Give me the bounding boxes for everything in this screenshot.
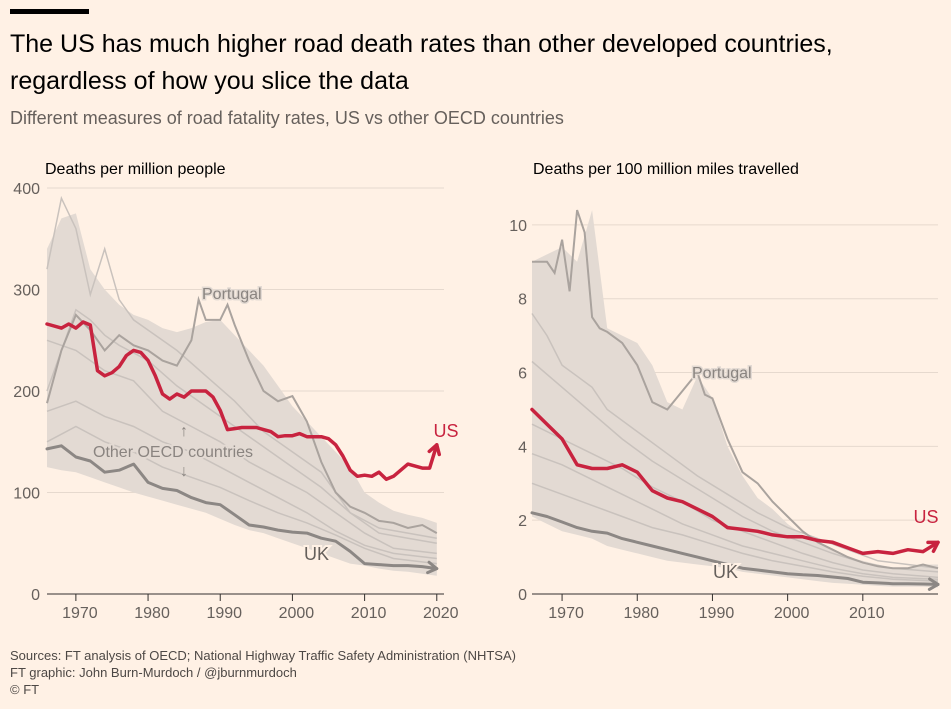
portugal-label: Portugal bbox=[202, 286, 262, 303]
y-tick-label: 4 bbox=[518, 439, 527, 456]
portugal-line bbox=[532, 209, 939, 570]
uk-line-arrowhead bbox=[426, 560, 439, 575]
portugal-label: Portugal bbox=[692, 365, 752, 382]
x-tick-label: 1990 bbox=[699, 605, 735, 622]
other-oecd-label: Other OECD countries bbox=[93, 444, 253, 461]
oecd-country-line bbox=[46, 308, 437, 545]
y-tick-label: 300 bbox=[13, 283, 40, 300]
y-tick-label: 200 bbox=[13, 384, 40, 401]
oecd-country-line bbox=[46, 400, 437, 560]
us-line bbox=[530, 407, 940, 556]
y-tick-label: 400 bbox=[13, 181, 40, 198]
us-label: US bbox=[433, 421, 458, 441]
panel-1: 0 100 200 300 400 1970 1980 1990 2000 2010 2020 Dea… bbox=[13, 161, 458, 622]
us-line-arrowhead bbox=[926, 540, 940, 553]
down-arrow-icon: ↓ bbox=[180, 463, 188, 480]
y-tick-label: 6 bbox=[518, 366, 527, 383]
y-tick-label: 0 bbox=[518, 587, 527, 604]
y-tick-label: 8 bbox=[518, 292, 527, 309]
graphic-credit: FT graphic: John Burn-Murdoch / @jburnmu… bbox=[10, 665, 297, 680]
ft-top-bar bbox=[10, 9, 89, 14]
uk-line-arrowhead bbox=[927, 577, 940, 591]
x-tick-label: 1980 bbox=[623, 605, 659, 622]
x-tick-label: 2000 bbox=[279, 605, 315, 622]
x-tick-label: 1980 bbox=[134, 605, 170, 622]
portugal-line bbox=[46, 295, 438, 534]
uk-label: UK bbox=[713, 562, 738, 582]
sources-note: Sources: FT analysis of OECD; National H… bbox=[10, 648, 516, 663]
us-line-arrowhead bbox=[427, 443, 442, 457]
oecd-range-band bbox=[47, 213, 437, 576]
uk-line bbox=[45, 444, 439, 571]
chart-title: The US has much higher road death rates … bbox=[10, 30, 833, 95]
y-tick-label: 2 bbox=[518, 513, 527, 530]
y-tick-label: 0 bbox=[31, 587, 40, 604]
oecd-country-line bbox=[46, 425, 437, 565]
x-tick-label: 1970 bbox=[548, 605, 584, 622]
panel-title: Deaths per 100 million miles travelled bbox=[533, 161, 799, 178]
x-tick-label: 2010 bbox=[351, 605, 387, 622]
panel-title: Deaths per million people bbox=[45, 161, 226, 178]
uk-label: UK bbox=[304, 544, 329, 564]
panel-2: 0 2 4 6 8 10 1970 1980 1990 2000 2010 Deaths per 10… bbox=[509, 161, 940, 622]
x-tick-label: 2010 bbox=[849, 605, 885, 622]
oecd-range-band bbox=[532, 210, 938, 588]
x-tick-label: 2000 bbox=[774, 605, 810, 622]
oecd-country-line bbox=[531, 482, 939, 582]
y-tick-label: 10 bbox=[509, 218, 527, 235]
copyright: © FT bbox=[10, 682, 40, 697]
y-tick-label: 100 bbox=[13, 486, 40, 503]
footer: Sources: FT analysis of OECD; National H… bbox=[10, 647, 516, 698]
up-arrow-icon: ↑ bbox=[180, 423, 188, 440]
chart-subtitle: Different measures of road fatality rate… bbox=[10, 108, 564, 128]
uk-line bbox=[530, 511, 940, 586]
x-tick-label: 1990 bbox=[206, 605, 242, 622]
us-label: US bbox=[913, 507, 938, 527]
x-tick-label: 1970 bbox=[62, 605, 98, 622]
oecd-country-line bbox=[531, 452, 939, 580]
x-tick-label: 2020 bbox=[423, 605, 459, 622]
us-line bbox=[45, 320, 439, 482]
